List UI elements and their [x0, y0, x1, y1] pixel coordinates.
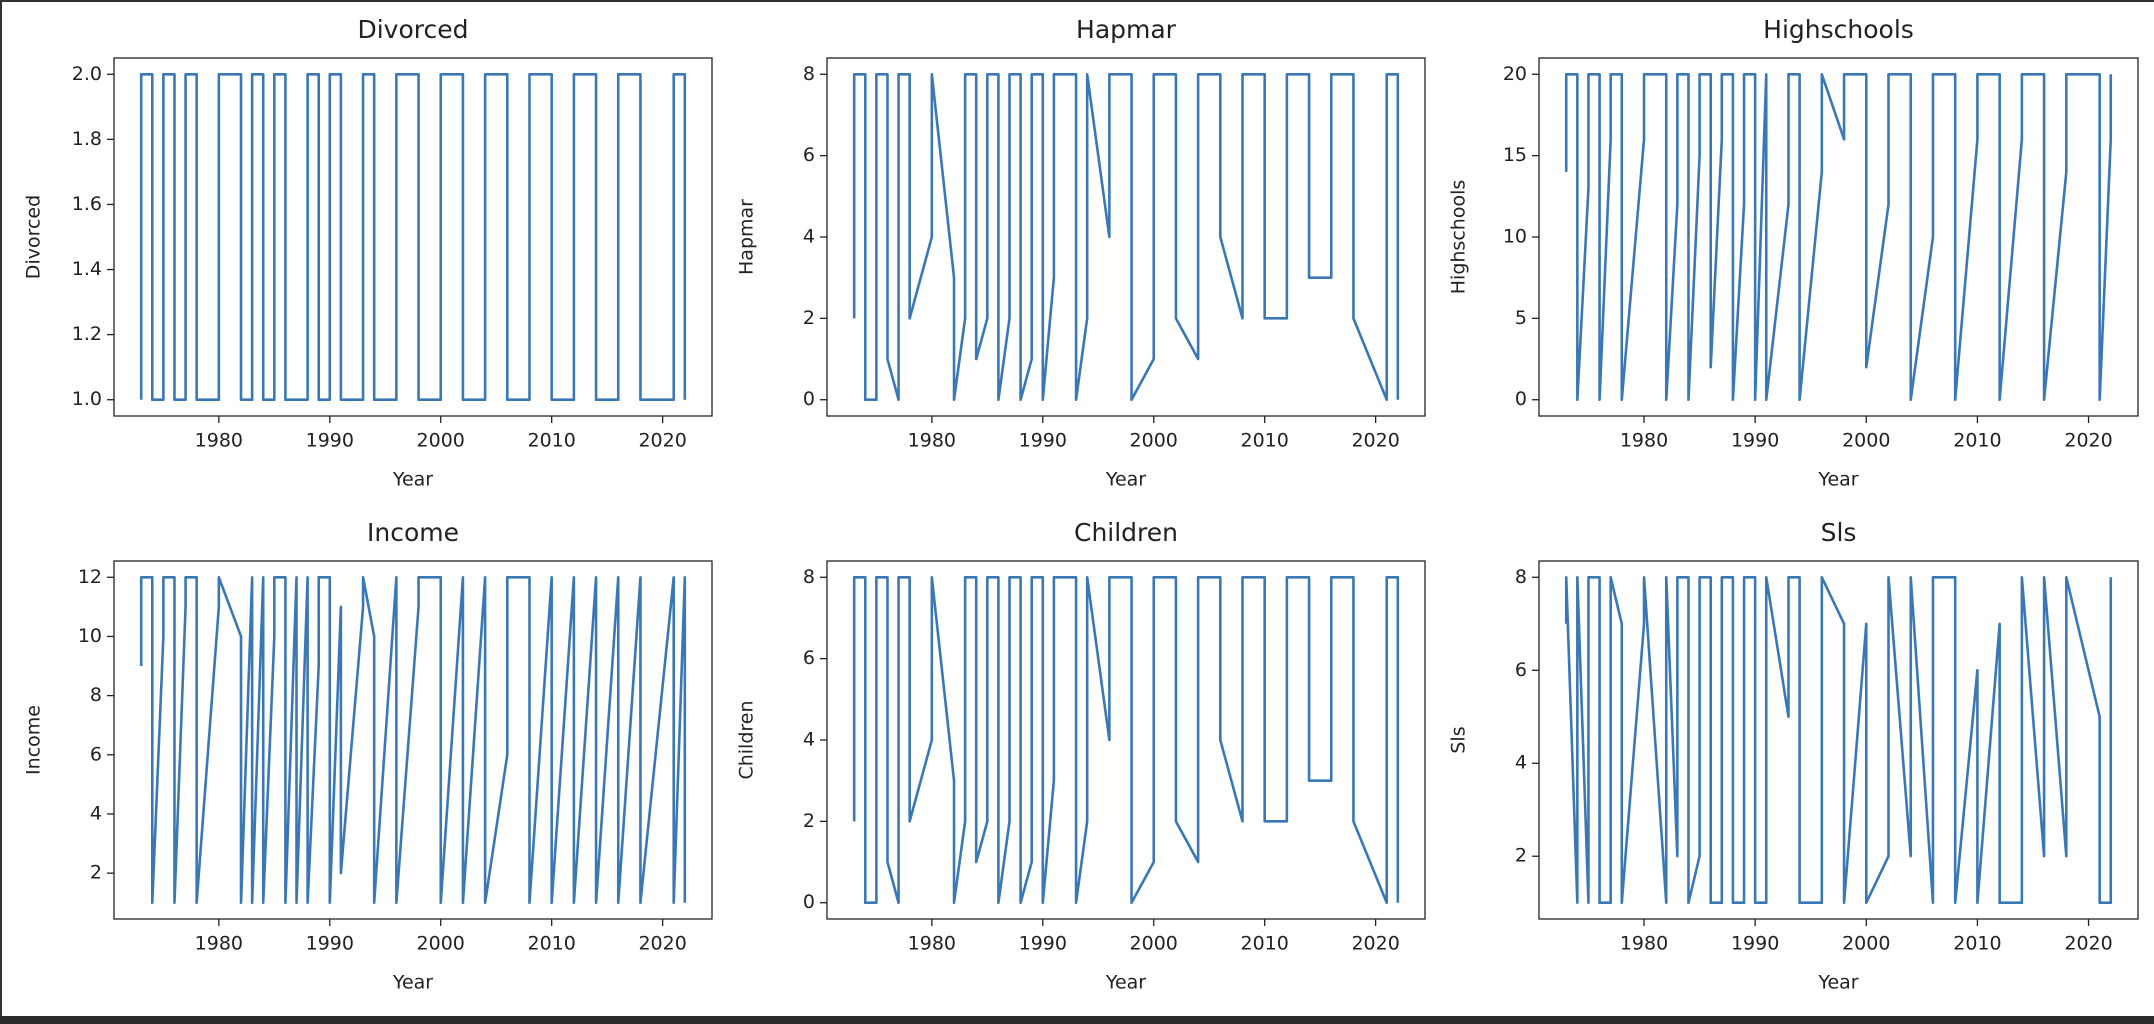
y-tick-label: 2.0 — [72, 63, 102, 85]
data-line — [1564, 575, 2113, 905]
y-tick-label: 10 — [1503, 226, 1527, 248]
x-tick-label: 2010 — [1953, 430, 2001, 452]
x-tick-label: 2020 — [638, 933, 686, 955]
x-tick-label: 2010 — [1241, 933, 1289, 955]
y-tick-label: 6 — [90, 743, 102, 765]
y-tick-label: 5 — [1515, 307, 1527, 329]
x-axis-label: Year — [1817, 469, 1858, 491]
x-tick-label: 2000 — [1130, 430, 1178, 452]
y-tick-label: 8 — [90, 684, 102, 706]
data-line — [139, 575, 687, 905]
x-axis-label: Year — [1817, 972, 1858, 994]
plot-frame — [826, 57, 1426, 417]
bottom-bar — [0, 1016, 2154, 1024]
x-tick-label: 1990 — [306, 933, 354, 955]
x-tick-label: 1990 — [306, 430, 354, 452]
plot-frame — [1538, 57, 2139, 417]
y-tick-label: 2 — [803, 307, 815, 329]
x-tick-label: 2000 — [417, 430, 465, 452]
y-tick-label: 0 — [1515, 388, 1527, 410]
x-tick-label: 2000 — [1842, 933, 1890, 955]
y-tick-label: 1.0 — [72, 388, 102, 410]
y-tick-label: 1.2 — [72, 323, 102, 345]
y-tick-label: 4 — [90, 802, 102, 824]
y-tick-label: 15 — [1503, 144, 1527, 166]
y-axis-label: Divorced — [23, 195, 45, 279]
chart-title: Children — [1074, 518, 1178, 547]
y-tick-label: 2 — [803, 810, 815, 832]
x-tick-label: 2000 — [1842, 430, 1890, 452]
chart-title: Hapmar — [1076, 15, 1177, 44]
y-tick-label: 1.8 — [72, 128, 102, 150]
plot-frame — [1538, 560, 2139, 920]
y-tick-label: 2 — [90, 862, 102, 884]
y-tick-label: 8 — [803, 566, 815, 588]
data-line — [852, 575, 1400, 905]
y-axis-label: Hapmar — [736, 199, 758, 275]
x-tick-label: 1980 — [1620, 430, 1668, 452]
x-tick-label: 1980 — [908, 933, 956, 955]
chart-title: Highschools — [1763, 15, 1914, 44]
x-tick-label: 2020 — [638, 430, 686, 452]
x-tick-label: 2000 — [1130, 933, 1178, 955]
y-tick-label: 4 — [1515, 752, 1527, 774]
x-tick-label: 2020 — [2064, 430, 2112, 452]
y-tick-label: 8 — [1515, 566, 1527, 588]
y-tick-label: 4 — [803, 729, 815, 751]
y-tick-label: 1.4 — [72, 258, 102, 280]
chart-title: Sls — [1821, 518, 1857, 547]
x-tick-label: 2010 — [528, 933, 576, 955]
x-tick-label: 1980 — [908, 430, 956, 452]
x-tick-label: 1990 — [1731, 430, 1779, 452]
y-tick-label: 1.6 — [72, 193, 102, 215]
y-tick-label: 10 — [78, 625, 102, 647]
x-tick-label: 1990 — [1019, 430, 1067, 452]
chart-title: Divorced — [357, 15, 468, 44]
data-line — [139, 72, 687, 402]
y-tick-label: 8 — [803, 63, 815, 85]
x-axis-label: Year — [1105, 972, 1146, 994]
x-tick-label: 1980 — [195, 933, 243, 955]
y-tick-label: 0 — [803, 891, 815, 913]
y-tick-label: 20 — [1503, 63, 1527, 85]
y-axis-label: Income — [23, 705, 45, 775]
plot-frame — [826, 560, 1426, 920]
y-tick-label: 0 — [803, 388, 815, 410]
data-line — [852, 72, 1400, 402]
y-axis-label: Highschools — [1448, 180, 1470, 294]
x-tick-label: 1990 — [1731, 933, 1779, 955]
x-tick-label: 2020 — [1351, 933, 1399, 955]
x-axis-label: Year — [392, 469, 433, 491]
x-tick-label: 2010 — [1241, 430, 1289, 452]
x-tick-label: 1980 — [1620, 933, 1668, 955]
x-tick-label: 2000 — [417, 933, 465, 955]
y-tick-label: 12 — [78, 566, 102, 588]
data-line — [1564, 72, 2113, 402]
y-tick-label: 4 — [803, 226, 815, 248]
plot-frame — [113, 57, 713, 417]
x-tick-label: 1980 — [195, 430, 243, 452]
x-tick-label: 2020 — [2064, 933, 2112, 955]
y-axis-label: Sls — [1448, 726, 1470, 753]
x-tick-label: 1990 — [1019, 933, 1067, 955]
y-axis-label: Children — [736, 700, 758, 779]
y-tick-label: 2 — [1515, 845, 1527, 867]
y-tick-label: 6 — [803, 647, 815, 669]
x-tick-label: 2020 — [1351, 430, 1399, 452]
x-tick-label: 2010 — [1953, 933, 2001, 955]
y-tick-label: 6 — [803, 144, 815, 166]
y-tick-label: 6 — [1515, 659, 1527, 681]
chart-title: Income — [367, 518, 459, 547]
x-axis-label: Year — [1105, 469, 1146, 491]
x-axis-label: Year — [392, 972, 433, 994]
x-tick-label: 2010 — [528, 430, 576, 452]
plot-frame — [113, 560, 713, 920]
